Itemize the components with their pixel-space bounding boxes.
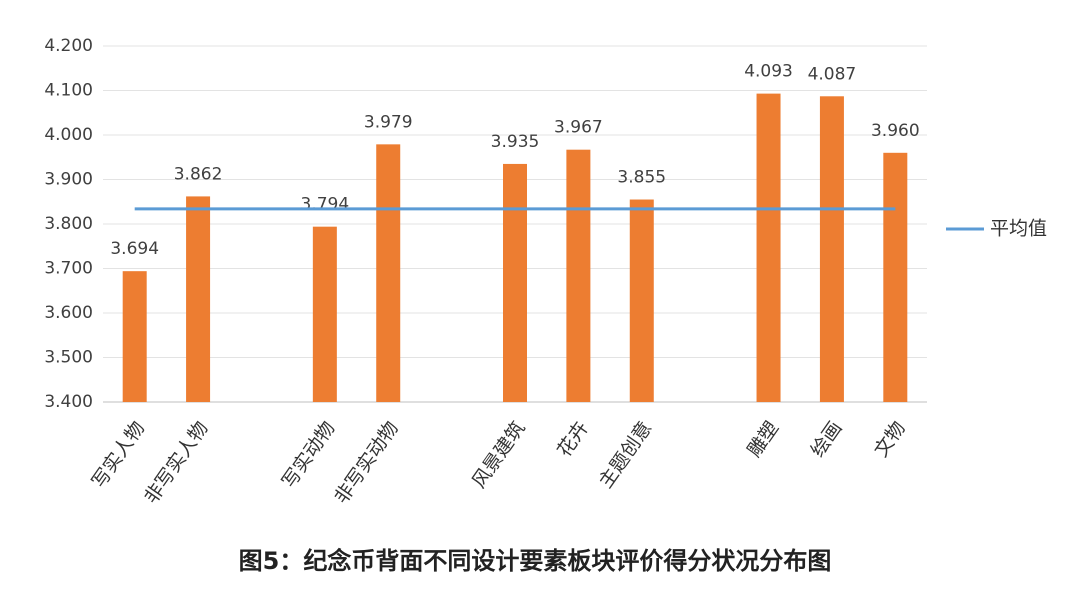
bar xyxy=(883,152,908,402)
x-tick-label: 绘画 xyxy=(807,417,847,461)
y-tick-label: 4.000 xyxy=(44,125,93,145)
y-tick-label: 3.500 xyxy=(44,348,93,368)
data-label: 3.794 xyxy=(301,195,350,215)
y-tick-label: 4.200 xyxy=(44,36,93,56)
x-tick-label: 非写实人物 xyxy=(140,417,213,507)
data-label: 4.093 xyxy=(744,62,793,82)
y-tick-label: 4.100 xyxy=(44,81,93,101)
x-tick-label: 写实动物 xyxy=(278,417,340,492)
bar xyxy=(566,149,591,402)
bar xyxy=(503,163,527,402)
data-label: 3.855 xyxy=(617,168,666,188)
bar xyxy=(376,144,401,402)
data-label: 3.935 xyxy=(491,132,540,152)
bar xyxy=(122,271,147,402)
x-tick-label: 雕塑 xyxy=(743,417,783,461)
x-tick-label: 写实人物 xyxy=(88,417,150,492)
y-tick-label: 3.900 xyxy=(44,170,93,190)
data-label: 3.862 xyxy=(174,164,223,184)
x-tick-label: 主题创意 xyxy=(595,417,657,492)
y-tick-label: 3.600 xyxy=(44,303,93,323)
data-label: 3.967 xyxy=(554,118,603,138)
x-tick-label: 文物 xyxy=(870,417,910,461)
x-tick-label: 花卉 xyxy=(553,417,593,461)
bar xyxy=(186,196,211,402)
data-label: 3.979 xyxy=(364,112,413,132)
y-tick-label: 3.800 xyxy=(44,214,93,234)
bar xyxy=(629,199,654,402)
data-label: 3.960 xyxy=(871,121,920,141)
data-label: 4.087 xyxy=(808,64,857,84)
legend-label: 平均值 xyxy=(990,218,1047,240)
bar xyxy=(756,93,781,403)
bar xyxy=(819,96,844,402)
y-tick-label: 3.400 xyxy=(44,392,93,412)
y-tick-label: 3.700 xyxy=(44,259,93,279)
bar xyxy=(312,226,337,402)
x-tick-label: 风景建筑 xyxy=(468,417,530,492)
x-tick-label: 非写实动物 xyxy=(330,417,403,507)
chart-title: 图5：纪念币背面不同设计要素板块评价得分状况分布图 xyxy=(239,547,832,575)
data-label: 3.694 xyxy=(110,239,159,259)
